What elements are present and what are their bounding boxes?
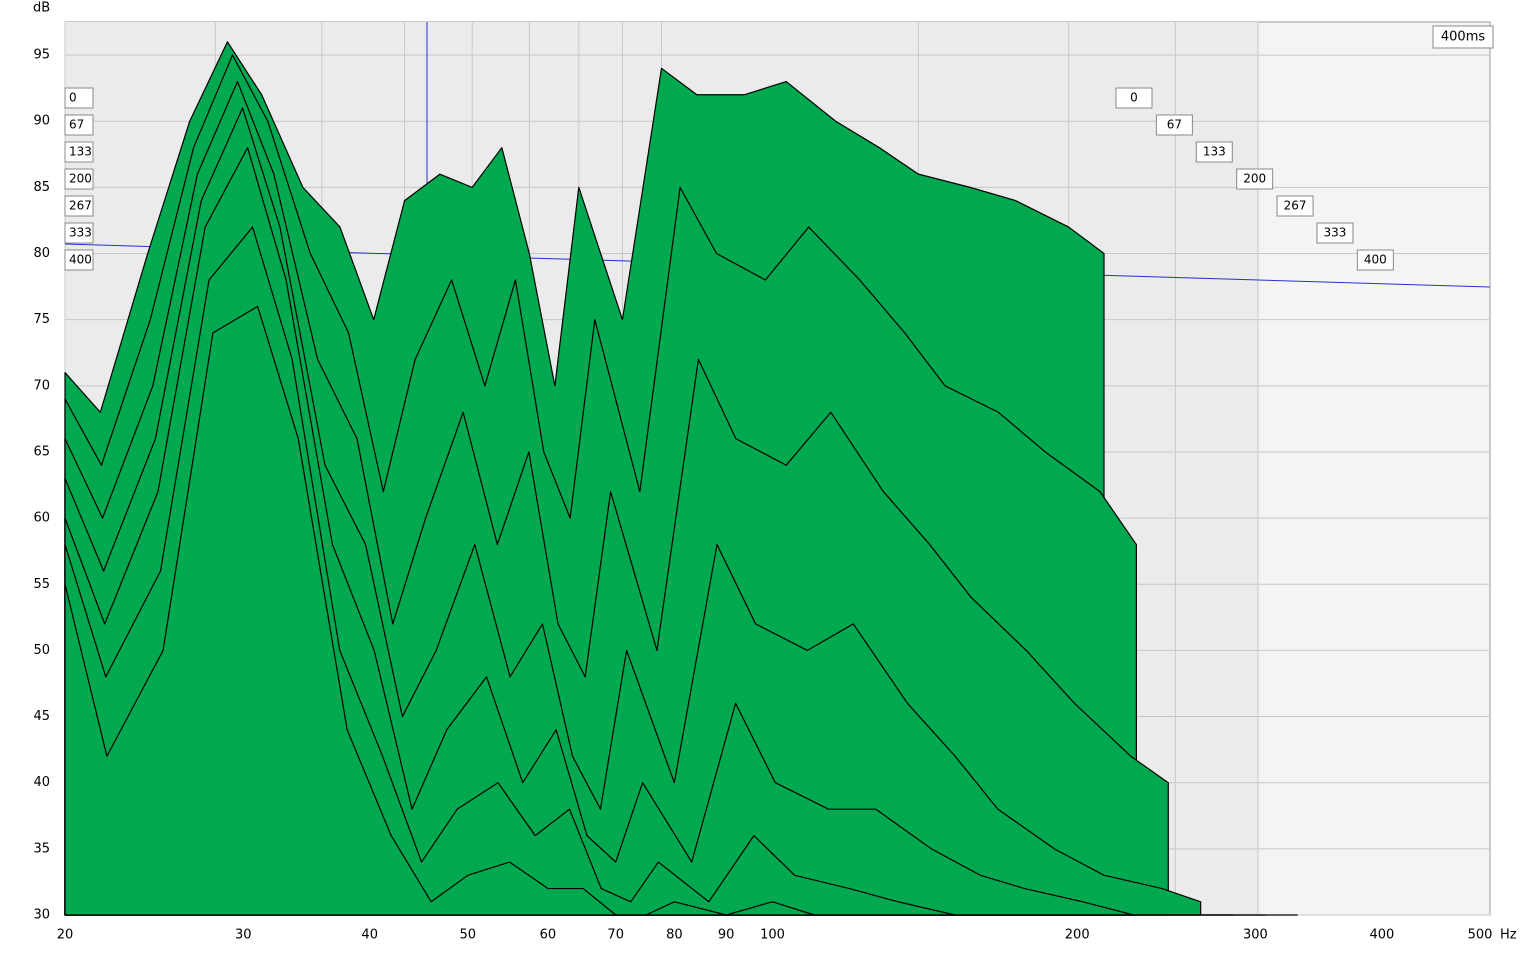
x-tick-label: 60 [540,928,557,943]
time-tick-label: 400 [1364,253,1387,267]
time-tick-box [1115,87,1153,109]
time-tick-box [64,141,94,163]
x-tick-label: 50 [460,928,477,943]
x-tick-label: 200 [1065,928,1090,943]
time-tick-label: 0 [69,91,77,105]
time-tick-box [64,195,94,217]
x-tick-label: 40 [361,928,378,943]
time-box [1432,25,1494,49]
time-tick-label: 67 [69,118,84,132]
y-tick-label: 55 [33,577,50,592]
x-tick-label: 30 [235,928,252,943]
time-tick-label: 333 [69,226,92,240]
time-tick-box [1356,249,1394,271]
time-tick-box [1316,222,1354,244]
x-tick-label: 100 [760,928,785,943]
time-tick-label: 333 [1324,226,1347,240]
x-tick-label: 500 [1468,928,1493,943]
time-tick-label: 267 [1284,199,1307,213]
time-tick-label: 133 [1203,145,1226,159]
time-tick-box [64,114,94,136]
x-tick-label: 300 [1243,928,1268,943]
x-tick-label: 80 [666,928,683,943]
y-axis-label: dB [33,1,50,16]
time-tick-box [1155,114,1193,136]
x-tick-label: 90 [718,928,735,943]
x-tick-label: 400 [1369,928,1394,943]
time-tick-label: 267 [69,199,92,213]
y-tick-label: 75 [33,312,50,327]
time-tick-label: 200 [69,172,92,186]
slice [64,305,1298,916]
x-axis-label: Hz [1500,928,1517,943]
time-tick-box [64,87,94,109]
time-tick-box [64,249,94,271]
time-tick-label: 0 [1130,91,1138,105]
x-tick-label: 20 [57,928,74,943]
time-tick-box [64,222,94,244]
time-label: 400ms [1441,30,1485,45]
time-tick-label: 200 [1243,172,1266,186]
time-tick-box [1276,195,1314,217]
y-tick-label: 70 [33,378,50,393]
time-tick-label: 67 [1167,118,1182,132]
y-tick-label: 30 [33,908,50,923]
y-tick-label: 60 [33,511,50,526]
y-tick-label: 40 [33,775,50,790]
time-tick-box [64,168,94,190]
time-tick-box [1195,141,1233,163]
time-tick-label: 400 [69,253,92,267]
y-tick-label: 80 [33,246,50,261]
y-tick-label: 95 [33,48,50,63]
time-tick-label: 133 [69,145,92,159]
y-tick-label: 90 [33,114,50,129]
y-tick-label: 50 [33,643,50,658]
x-tick-label: 70 [607,928,624,943]
y-tick-label: 45 [33,709,50,724]
time-tick-box [1236,168,1274,190]
y-tick-label: 35 [33,841,50,856]
y-tick-label: 85 [33,180,50,195]
y-tick-label: 65 [33,444,50,459]
